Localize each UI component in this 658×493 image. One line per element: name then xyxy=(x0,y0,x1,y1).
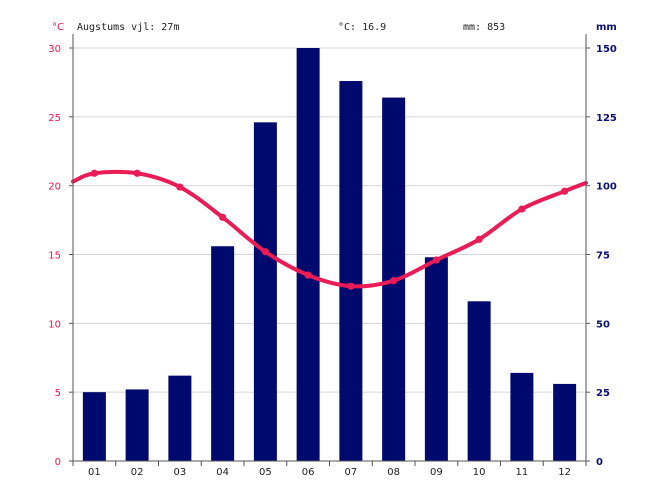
x-tick-label: 07 xyxy=(345,467,358,478)
precip-bar xyxy=(296,48,320,461)
left-tick-label: 15 xyxy=(48,251,61,262)
x-tick-label: 04 xyxy=(216,467,229,478)
temperature-point xyxy=(475,235,483,243)
precip-bar xyxy=(168,375,192,461)
temperature-line xyxy=(71,169,588,290)
temperature-curve xyxy=(71,169,588,289)
left-tick-label: 0 xyxy=(55,457,61,468)
precip-bar xyxy=(125,389,149,461)
x-tick-label: 01 xyxy=(88,467,101,478)
precip-bar xyxy=(339,81,363,461)
x-tick-label: 08 xyxy=(387,467,400,478)
precip-bar xyxy=(211,246,235,461)
right-tick-label: 75 xyxy=(596,251,610,262)
left-axis-unit: °C xyxy=(52,22,64,33)
temperature-point xyxy=(176,183,184,191)
left-tick-label: 5 xyxy=(55,388,61,399)
precip-bar xyxy=(253,122,277,461)
right-tick-label: 50 xyxy=(596,319,610,330)
temperature-point xyxy=(561,187,569,195)
right-tick-label: 150 xyxy=(596,44,617,55)
precip-bar xyxy=(510,372,534,461)
x-tick-label: 11 xyxy=(516,467,529,478)
x-tick-label: 05 xyxy=(259,467,272,478)
temperature-point xyxy=(518,205,526,213)
left-tick-label: 30 xyxy=(48,44,61,55)
precip-bar xyxy=(467,301,491,461)
left-tick-label: 20 xyxy=(48,182,61,193)
x-tick-label: 09 xyxy=(430,467,443,478)
temperature-point xyxy=(219,213,227,221)
right-axis-unit: mm xyxy=(596,22,617,33)
left-tick-label: 25 xyxy=(48,113,61,124)
x-tick-label: 06 xyxy=(302,467,315,478)
precip-bar xyxy=(553,383,577,461)
right-tick-label: 100 xyxy=(596,182,617,193)
temperature-point xyxy=(304,271,312,279)
precipitation-bars xyxy=(82,48,577,461)
left-tick-label: 10 xyxy=(48,319,61,330)
temperature-point xyxy=(90,169,98,177)
temperature-point xyxy=(261,248,269,256)
total-precip-label: mm: 853 xyxy=(463,22,506,33)
temperature-point xyxy=(347,282,355,290)
x-tick-label: 12 xyxy=(558,467,571,478)
x-tick-label: 03 xyxy=(174,467,187,478)
x-tick-label: 10 xyxy=(473,467,486,478)
right-tick-label: 0 xyxy=(596,457,603,468)
temperature-point xyxy=(133,169,141,177)
temperature-point xyxy=(390,277,398,285)
right-tick-label: 25 xyxy=(596,388,610,399)
precip-bar xyxy=(424,257,448,461)
avg-temp-label: °C: 16.9 xyxy=(338,22,387,33)
precip-bar xyxy=(82,392,106,461)
altitude-label: Augstums vjl: 27m xyxy=(77,22,180,33)
axes xyxy=(69,34,590,466)
right-tick-label: 125 xyxy=(596,113,617,124)
grid-lines xyxy=(73,47,586,393)
temperature-point xyxy=(432,256,440,264)
x-tick-label: 02 xyxy=(131,467,144,478)
